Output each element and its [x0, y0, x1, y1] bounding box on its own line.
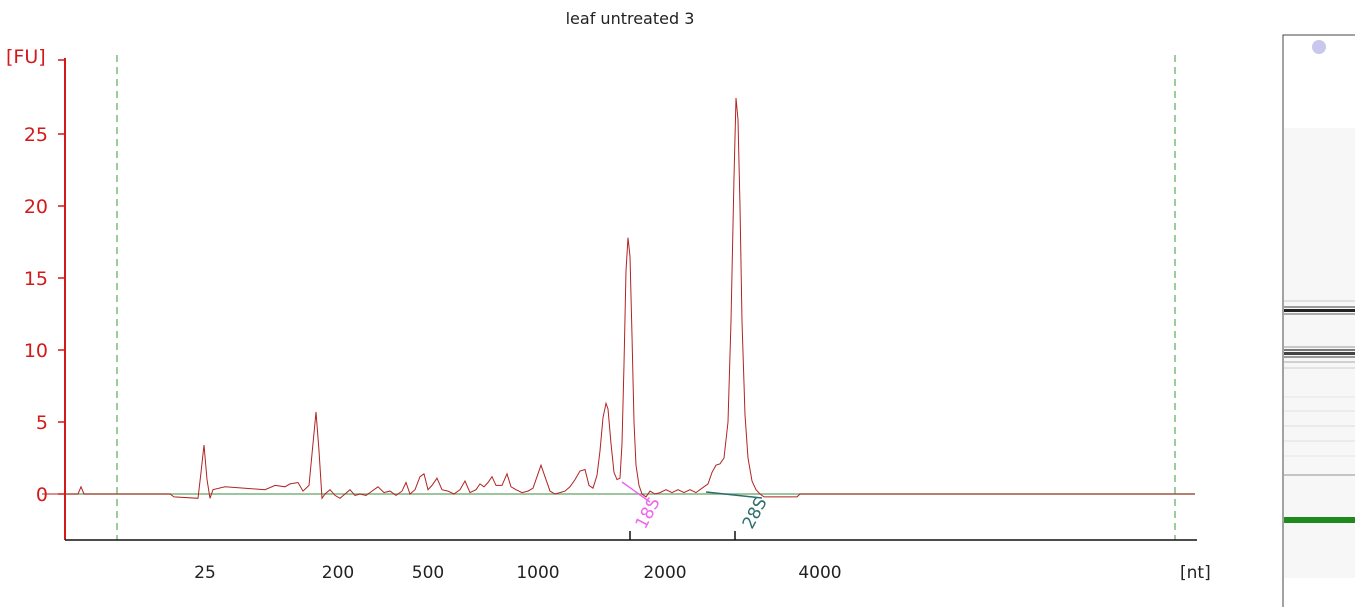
y-tick-label: 10	[24, 340, 48, 362]
gel-band	[1284, 474, 1355, 476]
axes	[64, 58, 1197, 541]
y-tick-label: 5	[36, 412, 48, 434]
y-axis-unit: [FU]	[6, 46, 46, 68]
x-tick-label: 500	[412, 563, 444, 583]
chart-title: leaf untreated 3	[566, 9, 695, 28]
y-tick-label: 25	[24, 124, 48, 146]
gel-band	[1284, 361, 1355, 363]
y-tick-label: 20	[24, 196, 48, 218]
y-ticks: 0 5 10 15 20 25	[24, 59, 65, 506]
x-tick-label: 200	[322, 563, 354, 583]
gel-band	[1284, 410, 1355, 412]
label-18s: 18S	[632, 494, 665, 532]
gel-band	[1284, 517, 1355, 523]
trace-series	[42, 97, 1195, 500]
label-28s: 28S	[739, 494, 772, 532]
x-tick-label: 4000	[798, 563, 841, 583]
well-marker	[1312, 40, 1326, 54]
gel-band	[1284, 346, 1355, 348]
gel-band	[1284, 306, 1355, 308]
x-ticks: 25 200 500 1000 2000 4000	[194, 531, 842, 583]
gel-lane-panel	[1282, 34, 1355, 607]
peak-markers: 18S 28S	[621, 481, 772, 532]
marker-28s-line	[705, 491, 763, 499]
boundary-lines	[116, 55, 1176, 540]
gel-band	[1284, 352, 1355, 355]
gel-band	[1284, 356, 1355, 358]
trace-line	[42, 97, 1195, 500]
gel-band	[1284, 396, 1355, 398]
gel-band	[1284, 455, 1355, 457]
y-tick-label: 15	[24, 268, 48, 290]
x-tick-label: 25	[194, 563, 216, 583]
gel-band	[1284, 440, 1355, 442]
gel-band	[1284, 349, 1355, 351]
gel-band	[1284, 309, 1355, 312]
x-axis-unit: [nt]	[1180, 563, 1211, 583]
gel-band	[1284, 367, 1355, 369]
gel-band	[1284, 425, 1355, 427]
gel-band	[1284, 313, 1355, 315]
y-tick-label: 0	[36, 484, 48, 506]
gel-band	[1284, 300, 1355, 302]
x-tick-label: 1000	[516, 563, 559, 583]
marker-18s-line	[621, 481, 651, 503]
x-tick-label: 2000	[643, 563, 686, 583]
